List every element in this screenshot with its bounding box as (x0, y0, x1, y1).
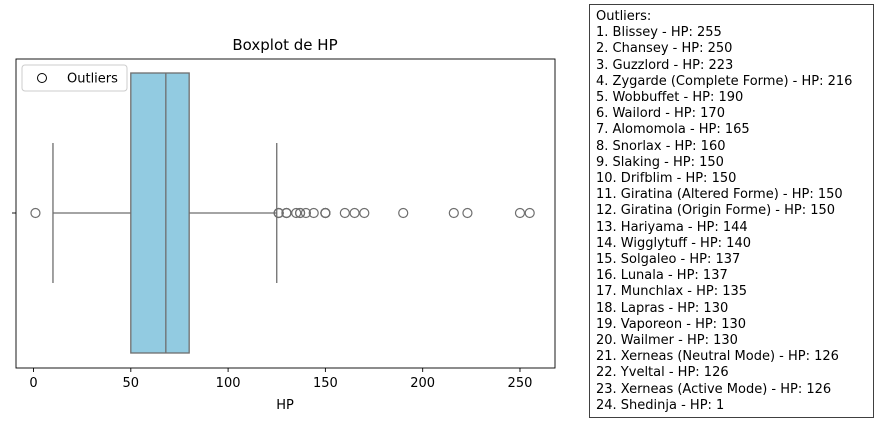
outlier-list-item: 1. Blissey - HP: 255 (596, 25, 722, 41)
outlier-list-item: 5. Wobbuffet - HP: 190 (596, 90, 744, 106)
outlier-point (514, 207, 526, 219)
outlier-point (291, 207, 302, 219)
outlier-list-item: 7. Alomomola - HP: 165 (596, 122, 750, 138)
outlier-list-item: 23. Xerneas (Active Mode) - HP: 126 (596, 381, 832, 397)
iqr-box (130, 72, 190, 354)
outlier-point (524, 207, 535, 219)
x-tick-label: 200 (410, 376, 435, 391)
outlier-list-item: 4. Zygarde (Complete Forme) - HP: 216 (596, 73, 853, 89)
outlier-list-item: 11. Giratina (Altered Forme) - HP: 150 (596, 187, 843, 203)
x-tick-label: 50 (123, 376, 140, 391)
outlier-list-item: 15. Solgaleo - HP: 137 (596, 252, 741, 268)
outlier-point (448, 207, 459, 219)
chart-title: Boxplot de HP (232, 36, 337, 54)
x-tick-label: 150 (313, 376, 338, 391)
outlier-point (281, 207, 292, 219)
outlier-list-item: 10. Drifblim - HP: 150 (596, 171, 737, 187)
outliers-list: 1. Blissey - HP: 255 2. Chansey - HP: 250… (596, 25, 867, 414)
outlier-list-item: 9. Slaking - HP: 150 (596, 154, 724, 170)
outlier-list-item: 8. Snorlax - HP: 160 (596, 138, 726, 154)
outlier-list-item: 3. Guzzlord - HP: 223 (596, 57, 734, 73)
outlier-point (398, 207, 409, 219)
outlier-point (359, 207, 370, 219)
legend-frame (21, 64, 128, 92)
plot-frame (15, 58, 556, 369)
outlier-list-item: 2. Chansey - HP: 250 (596, 41, 733, 57)
outlier-point (308, 207, 319, 219)
boxplot-chart: Boxplot de HP 0 50 100 150 200 250 HP Outlier… (12, 36, 556, 413)
outlier-list-item: 16. Lunala - HP: 137 (596, 268, 728, 284)
x-axis-label: HP (276, 398, 294, 413)
x-tick-label: 100 (216, 376, 241, 391)
x-tick-label: 250 (508, 376, 533, 391)
outlier-point (320, 207, 331, 219)
outlier-list-item: 21. Xerneas (Neutral Mode) - HP: 126 (596, 349, 839, 365)
plot-area (30, 72, 535, 354)
outlier-point (273, 207, 284, 219)
outlier-list-item: 19. Vaporeon - HP: 130 (596, 316, 747, 332)
outlier-list-item: 18. Lapras - HP: 130 (596, 300, 729, 316)
outlier-point (30, 207, 41, 219)
outliers-panel: Outliers: 1. Blissey - HP: 255 2. Chansey… (589, 4, 874, 418)
outlier-list-item: 20. Wailmer - HP: 130 (596, 333, 738, 349)
outlier-list-item: 6. Wailord - HP: 170 (596, 106, 725, 122)
outlier-point (300, 207, 312, 219)
x-axis-ticks: 0 50 100 150 200 250 (29, 368, 532, 391)
outlier-list-item: 13. Hariyama - HP: 144 (596, 219, 748, 235)
outlier-point (462, 207, 473, 219)
legend-marker-icon (37, 73, 47, 83)
legend: Outliers (21, 64, 128, 92)
outlier-list-item: 24. Shedinja - HP: 1 (596, 397, 725, 413)
outlier-list-item: 14. Wigglytuff - HP: 140 (596, 235, 751, 251)
x-tick-label: 0 (29, 376, 37, 391)
outlier-list-item: 22. Yveltal - HP: 126 (596, 365, 729, 381)
legend-label: Outliers (67, 72, 118, 87)
outlier-list-item: 12. Giratina (Origin Forme) - HP: 150 (596, 203, 836, 219)
outlier-point (339, 207, 350, 219)
outlier-point (294, 207, 306, 219)
outlier-list-item: 17. Munchlax - HP: 135 (596, 284, 748, 300)
outlier-point (349, 207, 360, 219)
outliers-heading: Outliers: (596, 9, 652, 24)
